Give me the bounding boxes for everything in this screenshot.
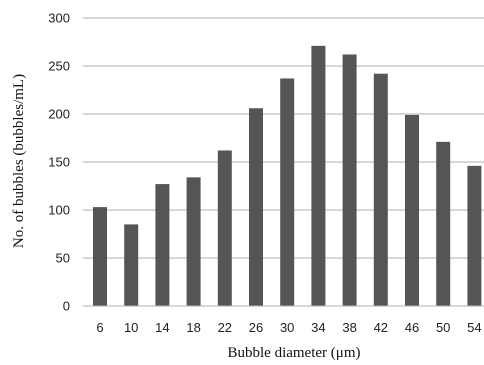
x-tick-label: 34 xyxy=(311,320,325,335)
bar-54 xyxy=(467,165,482,306)
bars xyxy=(93,45,482,307)
x-tick-labels: 6 10 14 18 22 26 30 34 38 42 46 50 54 xyxy=(96,320,481,335)
x-tick-label: 6 xyxy=(96,320,103,335)
x-tick-label: 42 xyxy=(374,320,388,335)
bar-42 xyxy=(373,73,388,307)
y-tick-label: 200 xyxy=(48,107,70,122)
x-tick-label: 18 xyxy=(186,320,200,335)
y-tick-label: 300 xyxy=(48,11,70,26)
bar-14 xyxy=(155,184,170,306)
bar-26 xyxy=(249,108,263,307)
y-axis-title: No. of bubbles (bubbles/mL) xyxy=(11,74,27,248)
x-tick-label: 46 xyxy=(405,320,419,335)
x-tick-label: 10 xyxy=(124,320,138,335)
y-tick-label: 100 xyxy=(48,203,70,218)
bar-10 xyxy=(124,224,139,306)
x-tick-label: 54 xyxy=(467,320,481,335)
x-tick-label: 30 xyxy=(280,320,294,335)
y-tick-labels: 0 50 100 150 200 250 300 xyxy=(48,11,70,314)
bar-30 xyxy=(280,78,295,306)
bar-6 xyxy=(93,207,107,306)
x-tick-label: 38 xyxy=(342,320,356,335)
x-tick-label: 22 xyxy=(218,320,232,335)
y-tick-label: 50 xyxy=(56,251,70,266)
bar-50 xyxy=(436,141,451,306)
bar-18 xyxy=(186,177,201,306)
bar-34 xyxy=(311,45,326,307)
y-tick-label: 250 xyxy=(48,59,70,74)
x-tick-label: 26 xyxy=(249,320,263,335)
bar-38 xyxy=(342,54,357,307)
bar-22 xyxy=(217,150,232,306)
bar-46 xyxy=(405,114,419,307)
x-tick-label: 14 xyxy=(155,320,169,335)
y-tick-label: 0 xyxy=(63,299,70,314)
x-axis-title: Bubble diameter (μm) xyxy=(227,345,360,361)
x-tick-label: 50 xyxy=(436,320,450,335)
y-tick-label: 150 xyxy=(48,155,70,170)
